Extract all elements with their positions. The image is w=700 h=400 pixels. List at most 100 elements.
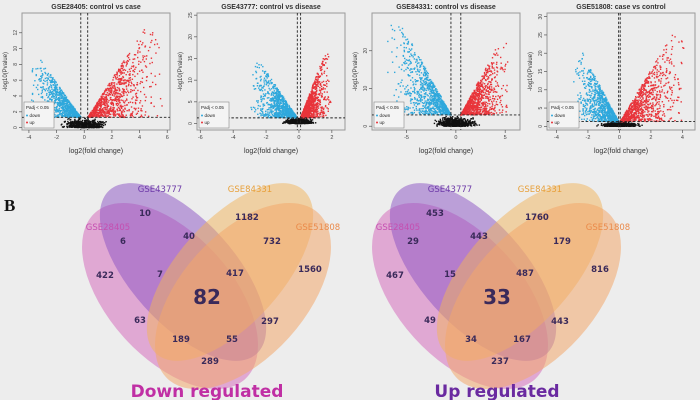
point-up <box>109 84 112 87</box>
point-down <box>267 91 269 94</box>
point-up <box>99 102 101 104</box>
point-ns <box>70 121 73 124</box>
point-ns <box>89 120 92 123</box>
point-up <box>116 113 118 115</box>
point-down <box>61 104 63 106</box>
point-down <box>64 104 67 107</box>
point-down <box>271 93 273 95</box>
point-down <box>270 94 273 96</box>
point-down <box>64 109 67 112</box>
point-down <box>55 81 57 84</box>
point-ns <box>99 122 101 125</box>
point-down <box>68 116 70 118</box>
point-up <box>318 76 321 78</box>
point-down <box>279 112 281 114</box>
point-down <box>265 115 267 117</box>
point-down <box>49 84 52 86</box>
point-down <box>31 69 34 72</box>
point-up <box>114 91 117 93</box>
point-down <box>64 116 67 118</box>
point-up <box>114 99 117 102</box>
point-up <box>112 92 115 94</box>
point-ns <box>86 119 88 122</box>
point-up <box>135 113 138 115</box>
point-up <box>309 111 312 114</box>
point-down <box>267 85 270 87</box>
point-down <box>277 92 279 94</box>
point-down <box>53 89 55 92</box>
point-ns <box>78 126 80 129</box>
point-up <box>108 90 110 92</box>
point-up <box>106 105 109 108</box>
point-down <box>59 110 62 112</box>
point-up <box>143 60 146 63</box>
point-up <box>115 97 117 99</box>
point-ns <box>73 124 76 127</box>
point-up <box>108 89 110 91</box>
point-down <box>72 116 74 118</box>
point-ns <box>101 124 103 126</box>
point-up <box>142 42 144 44</box>
point-down <box>258 89 261 91</box>
point-up <box>311 87 313 89</box>
point-down <box>68 112 70 114</box>
point-down <box>54 107 56 109</box>
point-down <box>51 81 54 83</box>
point-up <box>99 113 101 115</box>
point-up <box>310 103 313 105</box>
point-up <box>104 113 106 115</box>
point-down <box>64 107 67 110</box>
point-up <box>319 89 322 92</box>
point-ns <box>86 121 88 123</box>
point-up <box>95 104 97 106</box>
point-ns <box>305 121 308 123</box>
point-up <box>113 84 116 86</box>
x-tick-label: 0 <box>297 135 300 141</box>
point-down <box>75 115 78 118</box>
point-down <box>31 71 34 73</box>
point-up <box>119 71 121 74</box>
point-down <box>270 82 272 85</box>
point-up <box>118 100 120 103</box>
point-down <box>64 111 66 114</box>
point-down <box>269 111 271 113</box>
point-up <box>94 107 96 109</box>
point-down <box>64 97 66 100</box>
point-up <box>130 89 132 91</box>
point-down <box>54 87 56 89</box>
point-down <box>265 79 267 82</box>
point-down <box>34 80 36 82</box>
point-ns <box>304 119 307 121</box>
point-up <box>312 100 315 103</box>
point-down <box>275 91 278 93</box>
point-up <box>145 66 148 68</box>
point-down <box>272 98 275 101</box>
point-down <box>263 115 265 117</box>
point-up <box>313 87 315 90</box>
point-down <box>290 115 292 118</box>
point-up <box>309 99 311 101</box>
point-up <box>103 98 105 100</box>
point-up <box>307 108 310 111</box>
point-up <box>103 111 106 114</box>
point-up <box>112 109 114 111</box>
point-up <box>94 112 97 114</box>
point-up <box>317 78 319 80</box>
point-up <box>114 76 117 78</box>
point-up <box>100 114 102 117</box>
point-up <box>144 99 147 102</box>
point-down <box>278 98 281 101</box>
point-down <box>282 113 284 115</box>
point-down <box>274 91 277 94</box>
point-up <box>125 88 128 90</box>
point-up <box>327 56 330 58</box>
point-up <box>309 101 312 103</box>
point-down <box>61 114 63 117</box>
point-down <box>291 114 294 116</box>
point-up <box>304 104 307 107</box>
point-down <box>269 107 272 109</box>
point-ns <box>94 121 96 123</box>
point-ns <box>104 122 106 124</box>
point-up <box>129 101 132 103</box>
